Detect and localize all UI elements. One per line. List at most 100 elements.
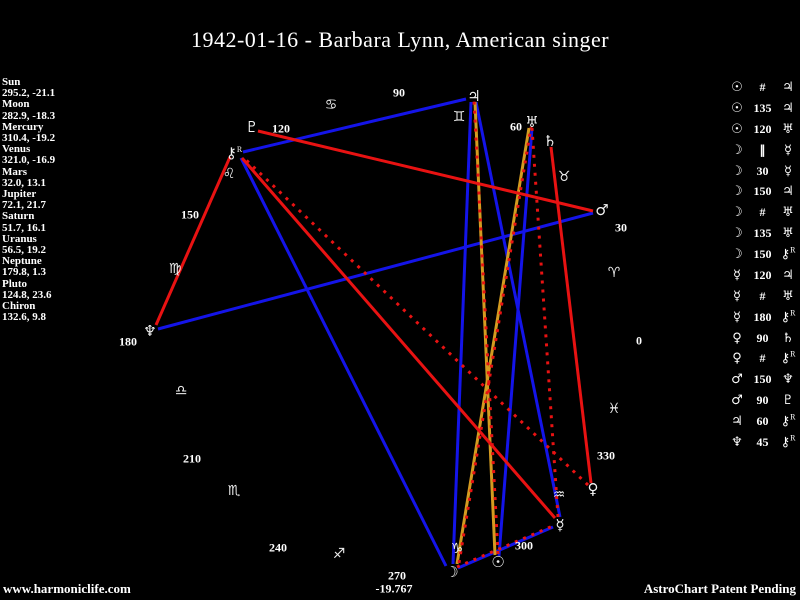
- zodiac-sign-glyph: ♓: [607, 401, 621, 417]
- planet-name-label: Neptune: [2, 255, 42, 268]
- aspect-planet2-glyph: ⚷R: [780, 350, 796, 367]
- aspect-planet1-glyph: ☉: [731, 100, 743, 116]
- aspect-angle-label: 60: [756, 414, 769, 428]
- aspect-angle-label: #: [759, 205, 766, 220]
- aspect-line-blue: [157, 211, 594, 331]
- degree-tick-label: 270: [388, 568, 406, 583]
- aspect-planet1-glyph: ☿: [733, 267, 741, 283]
- patent-note: AstroChart Patent Pending: [643, 581, 796, 596]
- aspect-planet1-glyph: ☽: [731, 184, 743, 200]
- aspect-planet1-glyph: ♂: [731, 393, 743, 409]
- aspect-line-blue: [242, 97, 467, 154]
- aspect-planet2-glyph: ♅: [782, 121, 794, 137]
- aspect-planet2-glyph: ♅: [782, 288, 794, 304]
- planet-coords-value: 72.1, 21.7: [2, 199, 46, 212]
- aspect-row: ♂ 150 ♆: [729, 372, 796, 387]
- aspect-planet2-glyph: ⚷R: [780, 433, 796, 450]
- mercury-glyph: ☿: [555, 516, 565, 534]
- aspect-planet2-glyph: ♃: [782, 267, 794, 283]
- aspect-row: ☿ 120 ♃: [729, 268, 796, 283]
- page-title: 1942-01-16 - Barbara Lynn, American sing…: [190, 27, 610, 52]
- aspect-planet1-glyph: ♂: [731, 372, 743, 388]
- aspect-angle-label: #: [759, 351, 766, 366]
- aspect-line-red: [549, 146, 593, 484]
- zodiac-sign-glyph: ♑: [450, 541, 464, 557]
- planet-coords-value: 310.4, -19.2: [2, 132, 56, 145]
- aspect-angle-label: ∥: [759, 142, 766, 157]
- aspect-line-red-dotted: [530, 127, 560, 518]
- aspect-list: ☉ # ♃ ☉ 135 ♃ ☉ 120 ♅ ☽ ∥ ☿ ☽ 30 ☿ ☽ 150 ♃ ☽ # ♅ ☽ 135 ♅ ☽ 150 ⚷R ☿…: [729, 80, 796, 450]
- planet-coords-value: 295.2, -21.1: [2, 87, 56, 100]
- sun-glyph: ☉: [491, 553, 505, 571]
- planet-coords-value: 321.0, -16.9: [2, 154, 56, 167]
- aspect-line-blue: [474, 101, 562, 518]
- planet-name-label: Uranus: [2, 232, 37, 245]
- aspect-angle-label: 120: [753, 267, 772, 282]
- aspect-angle-label: 90: [756, 330, 769, 345]
- aspect-row: ☉ 135 ♃: [729, 101, 796, 116]
- aspect-planet2-glyph: ♄: [782, 330, 794, 346]
- planet-coords-value: 32.0, 13.1: [2, 176, 46, 189]
- aspect-row: ☉ 120 ♅: [729, 122, 796, 137]
- zodiac-sign-glyph: ♊: [452, 109, 466, 125]
- planet-name-label: Pluto: [2, 277, 28, 290]
- aspect-line-red-dotted: [241, 155, 590, 487]
- moon-glyph: ☽: [445, 563, 459, 581]
- jupiter-glyph: ♃: [467, 87, 481, 105]
- aspect-angle-label: 135: [753, 226, 772, 241]
- aspect-planet2-glyph: ♅: [782, 205, 794, 221]
- aspect-row: ☿ 180 ⚷R: [729, 309, 796, 325]
- aspect-planet1-glyph: ☿: [733, 309, 741, 325]
- planet-coords-value: 51.7, 16.1: [2, 221, 46, 234]
- aspect-planet1-glyph: ♃: [731, 414, 743, 429]
- aspect-planet2-glyph: ♆: [782, 372, 794, 388]
- aspect-row: ♆ 45 ⚷R: [729, 433, 796, 450]
- uranus-glyph: ♅: [525, 113, 539, 131]
- retrograde-marker: R: [790, 350, 796, 360]
- degree-tick-label: 30: [615, 220, 627, 235]
- degree-tick-label: 0: [636, 333, 642, 348]
- aspect-planet1-glyph: ♀: [732, 330, 742, 346]
- bottom-declination-label: -19.767: [375, 581, 413, 596]
- website-link[interactable]: www.harmoniclife.com: [3, 581, 131, 596]
- aspect-planet1-glyph: ♀: [732, 351, 742, 367]
- aspect-line-blue: [497, 127, 534, 557]
- zodiac-sign-glyph: ♏: [227, 483, 241, 499]
- aspect-row: ☽ 150 ⚷R: [729, 245, 796, 262]
- zodiac-sign-glyph: ♎: [174, 383, 188, 399]
- aspect-angle-label: 150: [753, 372, 772, 387]
- aspect-angle-label: 180: [753, 309, 772, 324]
- zodiac-sign-glyph: ♐: [332, 546, 346, 562]
- degree-tick-label: 240: [269, 540, 287, 555]
- saturn-glyph: ♄: [543, 132, 557, 150]
- aspect-row: ♀ # ⚷R: [729, 350, 796, 367]
- aspect-planet2-glyph: ♇: [782, 393, 794, 409]
- aspect-row: ☽ ∥ ☿: [729, 143, 796, 158]
- degree-tick-label: 300: [515, 538, 533, 553]
- zodiac-sign-glyph: ♌: [222, 166, 236, 182]
- planet-name-label: Sun: [2, 76, 21, 88]
- aspect-row: ♃ 60 ⚷R: [729, 413, 796, 429]
- aspect-planet2-glyph: ♃: [782, 80, 794, 95]
- degree-tick-label: 180: [119, 334, 137, 349]
- zodiac-sign-glyph: ♉: [557, 169, 571, 185]
- planet-coords-value: 132.6, 9.8: [2, 311, 46, 324]
- aspect-row: ☉ # ♃: [729, 80, 796, 95]
- aspect-line-red: [257, 129, 594, 213]
- planet-name-label: Jupiter: [2, 188, 37, 201]
- aspect-angle-label: 45: [756, 434, 769, 449]
- aspect-planet2-glyph: ⚷R: [780, 245, 796, 262]
- aspect-planet1-glyph: ♆: [731, 434, 743, 450]
- aspect-line-blue: [457, 525, 554, 570]
- aspect-planet1-glyph: ☽: [731, 247, 743, 262]
- retrograde-marker: R: [790, 245, 796, 255]
- planet-name-label: Chiron: [2, 300, 36, 313]
- planet-coords-value: 124.8, 23.6: [2, 288, 52, 301]
- degree-tick-label: 120: [272, 121, 290, 136]
- aspect-line-red: [154, 156, 232, 326]
- degree-tick-label: 210: [183, 451, 201, 466]
- planet-coords-value: 179.8, 1.3: [2, 266, 46, 279]
- aspect-planet2-glyph: ☿: [784, 163, 792, 179]
- pluto-glyph: ♇: [245, 118, 259, 136]
